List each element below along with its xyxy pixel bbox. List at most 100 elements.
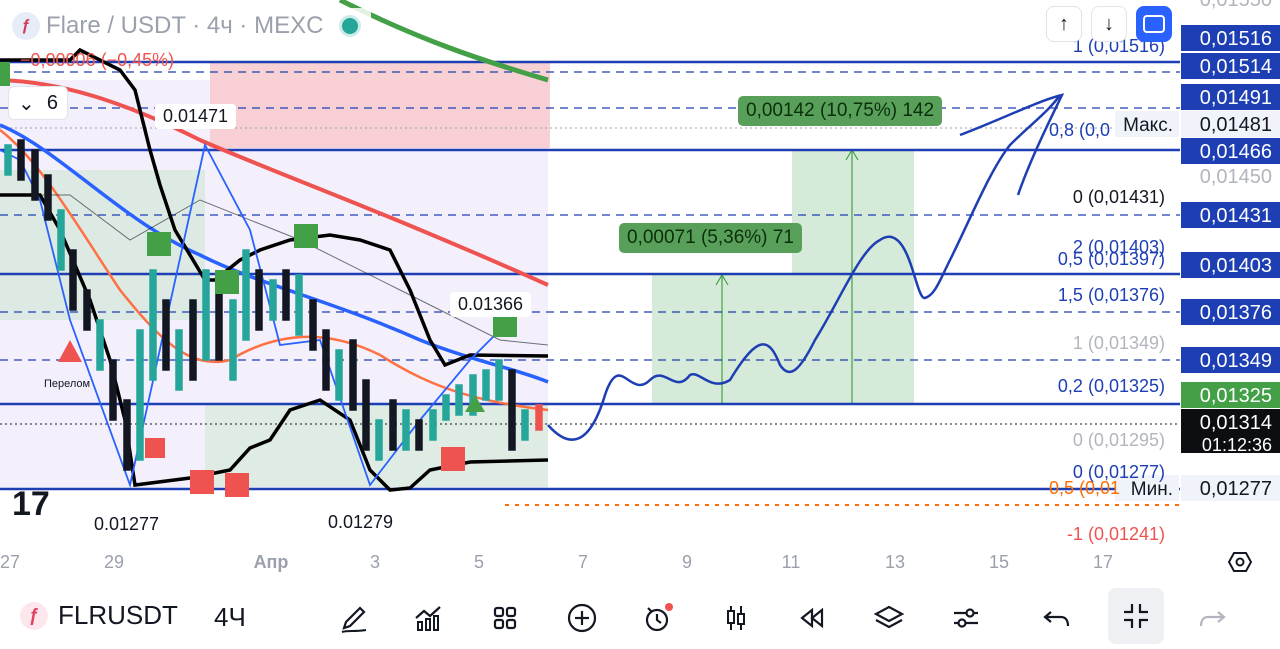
price-scale-label: 0,01349 bbox=[1200, 350, 1272, 372]
time-axis-label: 13 bbox=[885, 552, 905, 572]
fullscreen-toggle-button[interactable] bbox=[1136, 6, 1172, 42]
time-axis-label: 7 bbox=[578, 552, 588, 572]
price-scale-box bbox=[1181, 475, 1280, 501]
price-tag-box bbox=[1115, 475, 1179, 501]
time-axis-label: 15 bbox=[989, 552, 1009, 572]
price-scale-box bbox=[1181, 347, 1280, 373]
price-scale-label: 0,01516 bbox=[1200, 28, 1272, 50]
add-button[interactable] bbox=[558, 594, 606, 642]
grid-icon bbox=[493, 606, 517, 630]
time-axis-label: 3 bbox=[370, 552, 380, 572]
price-tag-box bbox=[1115, 111, 1179, 137]
market-status-icon bbox=[339, 15, 362, 37]
price-scale-box bbox=[1181, 111, 1280, 137]
undo-button[interactable] bbox=[1033, 594, 1081, 642]
time-axis-label: 9 bbox=[682, 552, 692, 572]
price-tag-label: Макс. bbox=[1123, 115, 1173, 136]
layers-button[interactable] bbox=[865, 594, 913, 642]
price-scale-box bbox=[1181, 84, 1280, 110]
fib-level-label: 0 (0,01431) bbox=[1073, 187, 1165, 207]
fib-level-label: 0,8 (0,0 bbox=[1049, 120, 1110, 140]
price-scale-box bbox=[1181, 25, 1280, 51]
time-axis: 27 29 Апр 3 5 7 9 11 13 15 17 bbox=[0, 552, 1113, 572]
time-axis-label: Апр bbox=[254, 552, 289, 572]
collapse-icon bbox=[1124, 604, 1148, 628]
templates-button[interactable] bbox=[481, 594, 529, 642]
price-chart[interactable]: 17 27 29 Апр 3 5 7 9 11 13 15 17 0,01516 0,01514 0,0… bbox=[0, 0, 1280, 580]
replay-button[interactable] bbox=[788, 594, 836, 642]
pen-icon bbox=[341, 606, 367, 633]
time-axis-label: 29 bbox=[104, 552, 124, 572]
price-scale-box bbox=[1181, 409, 1280, 453]
redo-button[interactable] bbox=[1188, 594, 1236, 642]
price-scale-box bbox=[1181, 382, 1280, 408]
fib-level-label: -1 (0,01241) bbox=[1067, 524, 1165, 544]
alert-button[interactable] bbox=[634, 594, 682, 642]
fib-level-label: 0 (0,01277) bbox=[1073, 462, 1165, 482]
low-label-2: 0.01279 bbox=[318, 508, 404, 537]
price-scale-box bbox=[1181, 252, 1280, 278]
price-scale-label: 0,01314 bbox=[1200, 412, 1272, 434]
price-tag-label: Мин. bbox=[1131, 479, 1173, 500]
price-scale-label: 0,01403 bbox=[1200, 255, 1272, 277]
chart-title: Flare / USDT · 4ч · MEXC bbox=[46, 12, 324, 39]
time-axis-label: 27 bbox=[0, 552, 20, 572]
perelom-label: Перелом bbox=[44, 378, 91, 390]
high-label-2: 0.01366 bbox=[450, 292, 532, 317]
price-scale-label: 0,01481 bbox=[1200, 114, 1272, 136]
symbol-label: FLRUSDT bbox=[58, 600, 178, 630]
price-scale-label: 0,01325 bbox=[1200, 385, 1272, 407]
interval-selector[interactable]: 4Ч bbox=[214, 602, 246, 632]
price-scale-box bbox=[1181, 53, 1280, 79]
price-axis-tick: 0,01550 bbox=[1200, 0, 1272, 11]
fib-level-label: 1,5 (0,01376) bbox=[1058, 285, 1165, 305]
flare-logo-icon: ƒ bbox=[12, 12, 40, 40]
plus-circle-icon bbox=[567, 603, 597, 633]
time-axis-label: 11 bbox=[782, 552, 801, 572]
draw-tool-button[interactable] bbox=[330, 594, 378, 642]
scroll-down-button[interactable]: ↓ bbox=[1091, 6, 1127, 42]
indicators-icon bbox=[415, 606, 441, 631]
arrow-up-icon: ↑ bbox=[1059, 12, 1069, 35]
low-label-1: 0.01277 bbox=[84, 510, 170, 539]
sliders-icon bbox=[954, 608, 978, 628]
indicators-button[interactable] bbox=[404, 594, 452, 642]
chart-settings-button[interactable] bbox=[1226, 548, 1254, 576]
time-axis-label: 17 bbox=[1093, 552, 1113, 572]
price-scale-box bbox=[1181, 138, 1280, 164]
indicators-collapse-button[interactable]: ⌄ 6 bbox=[8, 86, 68, 120]
fullscreen-exit-button[interactable] bbox=[1108, 588, 1164, 644]
scroll-up-button[interactable]: ↑ bbox=[1046, 6, 1082, 42]
alarm-clock-icon bbox=[645, 603, 673, 632]
chevron-down-icon: ⌄ bbox=[18, 92, 35, 115]
fib-level-label: 0,5 (0,01 bbox=[1049, 478, 1120, 498]
price-scale-label: 0,01277 bbox=[1200, 478, 1272, 500]
indicators-count: 6 bbox=[46, 91, 58, 114]
price-scale-label: 0,01431 bbox=[1200, 205, 1272, 227]
price-scale-label: 0,01491 bbox=[1200, 87, 1272, 109]
price-scale-box bbox=[1181, 202, 1280, 228]
measure-label-1: 0,00142 (10,75%) 142 bbox=[738, 96, 943, 126]
redo-icon bbox=[1199, 611, 1226, 627]
fib-level-label: 0,2 (0,01325) bbox=[1058, 376, 1165, 396]
price-scale-box bbox=[1181, 299, 1280, 325]
price-scale-label: 0,01466 bbox=[1200, 141, 1272, 163]
chart-settings-tool-button[interactable] bbox=[942, 594, 990, 642]
price-scale-label: 0,01376 bbox=[1200, 302, 1272, 324]
fib-level-label: 0,5 (0,01397) bbox=[1058, 249, 1165, 269]
chart-type-button[interactable] bbox=[712, 594, 760, 642]
svg-text:17: 17 bbox=[12, 485, 50, 523]
price-scale-label: 0,01514 bbox=[1200, 56, 1272, 78]
flare-logo-icon: ƒ bbox=[20, 601, 48, 630]
arrow-down-icon: ↓ bbox=[1104, 12, 1114, 35]
hexagon-gear-icon bbox=[1228, 552, 1252, 572]
rewind-icon bbox=[800, 607, 824, 629]
undo-icon bbox=[1043, 611, 1070, 627]
symbol-header[interactable]: ƒ Flare / USDT · 4ч · MEXC bbox=[8, 8, 372, 44]
high-label-1: 0.01471 bbox=[155, 104, 237, 129]
fib-level-label: 2 (0,01403) bbox=[1073, 237, 1165, 257]
measure-label-2: 0,00071 (5,36%) 71 bbox=[619, 223, 802, 253]
symbol-selector[interactable]: ƒ FLRUSDT bbox=[20, 600, 178, 631]
bottom-toolbar: ƒ FLRUSDT 4Ч bbox=[0, 582, 1280, 649]
fib-level-label: 1 (0,01349) bbox=[1073, 333, 1165, 353]
